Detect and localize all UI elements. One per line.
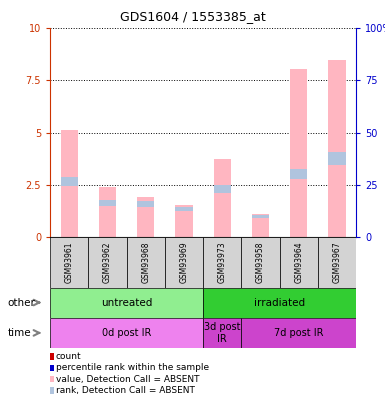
Text: other: other <box>8 298 35 307</box>
Bar <box>165 237 203 288</box>
Bar <box>137 197 154 237</box>
Bar <box>280 237 318 288</box>
Bar <box>214 185 231 193</box>
Bar <box>241 237 280 288</box>
Bar <box>175 205 192 237</box>
Text: GSM93961: GSM93961 <box>65 241 74 283</box>
Text: irradiated: irradiated <box>254 298 305 308</box>
Text: 0d post IR: 0d post IR <box>102 328 151 338</box>
Bar <box>203 237 241 288</box>
Text: untreated: untreated <box>101 298 152 308</box>
Bar <box>50 318 203 348</box>
Bar <box>175 207 192 211</box>
Bar <box>252 214 269 237</box>
Bar <box>50 364 54 371</box>
Text: value, Detection Call = ABSENT: value, Detection Call = ABSENT <box>55 375 199 384</box>
Text: 3d post
IR: 3d post IR <box>204 322 241 344</box>
Text: 7d post IR: 7d post IR <box>274 328 323 338</box>
Bar <box>203 288 356 318</box>
Bar <box>290 169 307 179</box>
Text: GSM93969: GSM93969 <box>179 241 189 283</box>
Text: rank, Detection Call = ABSENT: rank, Detection Call = ABSENT <box>55 386 194 395</box>
Text: GSM93962: GSM93962 <box>103 241 112 283</box>
Text: GSM93973: GSM93973 <box>218 241 227 283</box>
Bar <box>290 69 307 237</box>
Text: GSM93964: GSM93964 <box>294 241 303 283</box>
Bar <box>203 318 241 348</box>
Bar <box>252 215 269 218</box>
Text: time: time <box>8 328 31 338</box>
Bar <box>50 237 88 288</box>
Bar <box>88 237 127 288</box>
Bar <box>60 177 78 186</box>
Bar <box>241 318 356 348</box>
Bar <box>127 237 165 288</box>
Bar <box>99 200 116 206</box>
Bar <box>50 353 54 360</box>
Bar <box>328 60 346 237</box>
Bar <box>50 387 54 394</box>
Bar <box>99 187 116 237</box>
Bar <box>214 159 231 237</box>
Bar <box>137 201 154 207</box>
Text: count: count <box>55 352 81 361</box>
Bar <box>318 237 356 288</box>
Bar <box>50 376 54 382</box>
Text: GDS1604 / 1553385_at: GDS1604 / 1553385_at <box>120 10 265 23</box>
Bar <box>50 288 203 318</box>
Text: percentile rank within the sample: percentile rank within the sample <box>55 363 209 372</box>
Bar <box>328 152 346 165</box>
Text: GSM93967: GSM93967 <box>333 241 341 283</box>
Text: GSM93958: GSM93958 <box>256 241 265 283</box>
Bar <box>60 130 78 237</box>
Text: GSM93968: GSM93968 <box>141 241 150 283</box>
